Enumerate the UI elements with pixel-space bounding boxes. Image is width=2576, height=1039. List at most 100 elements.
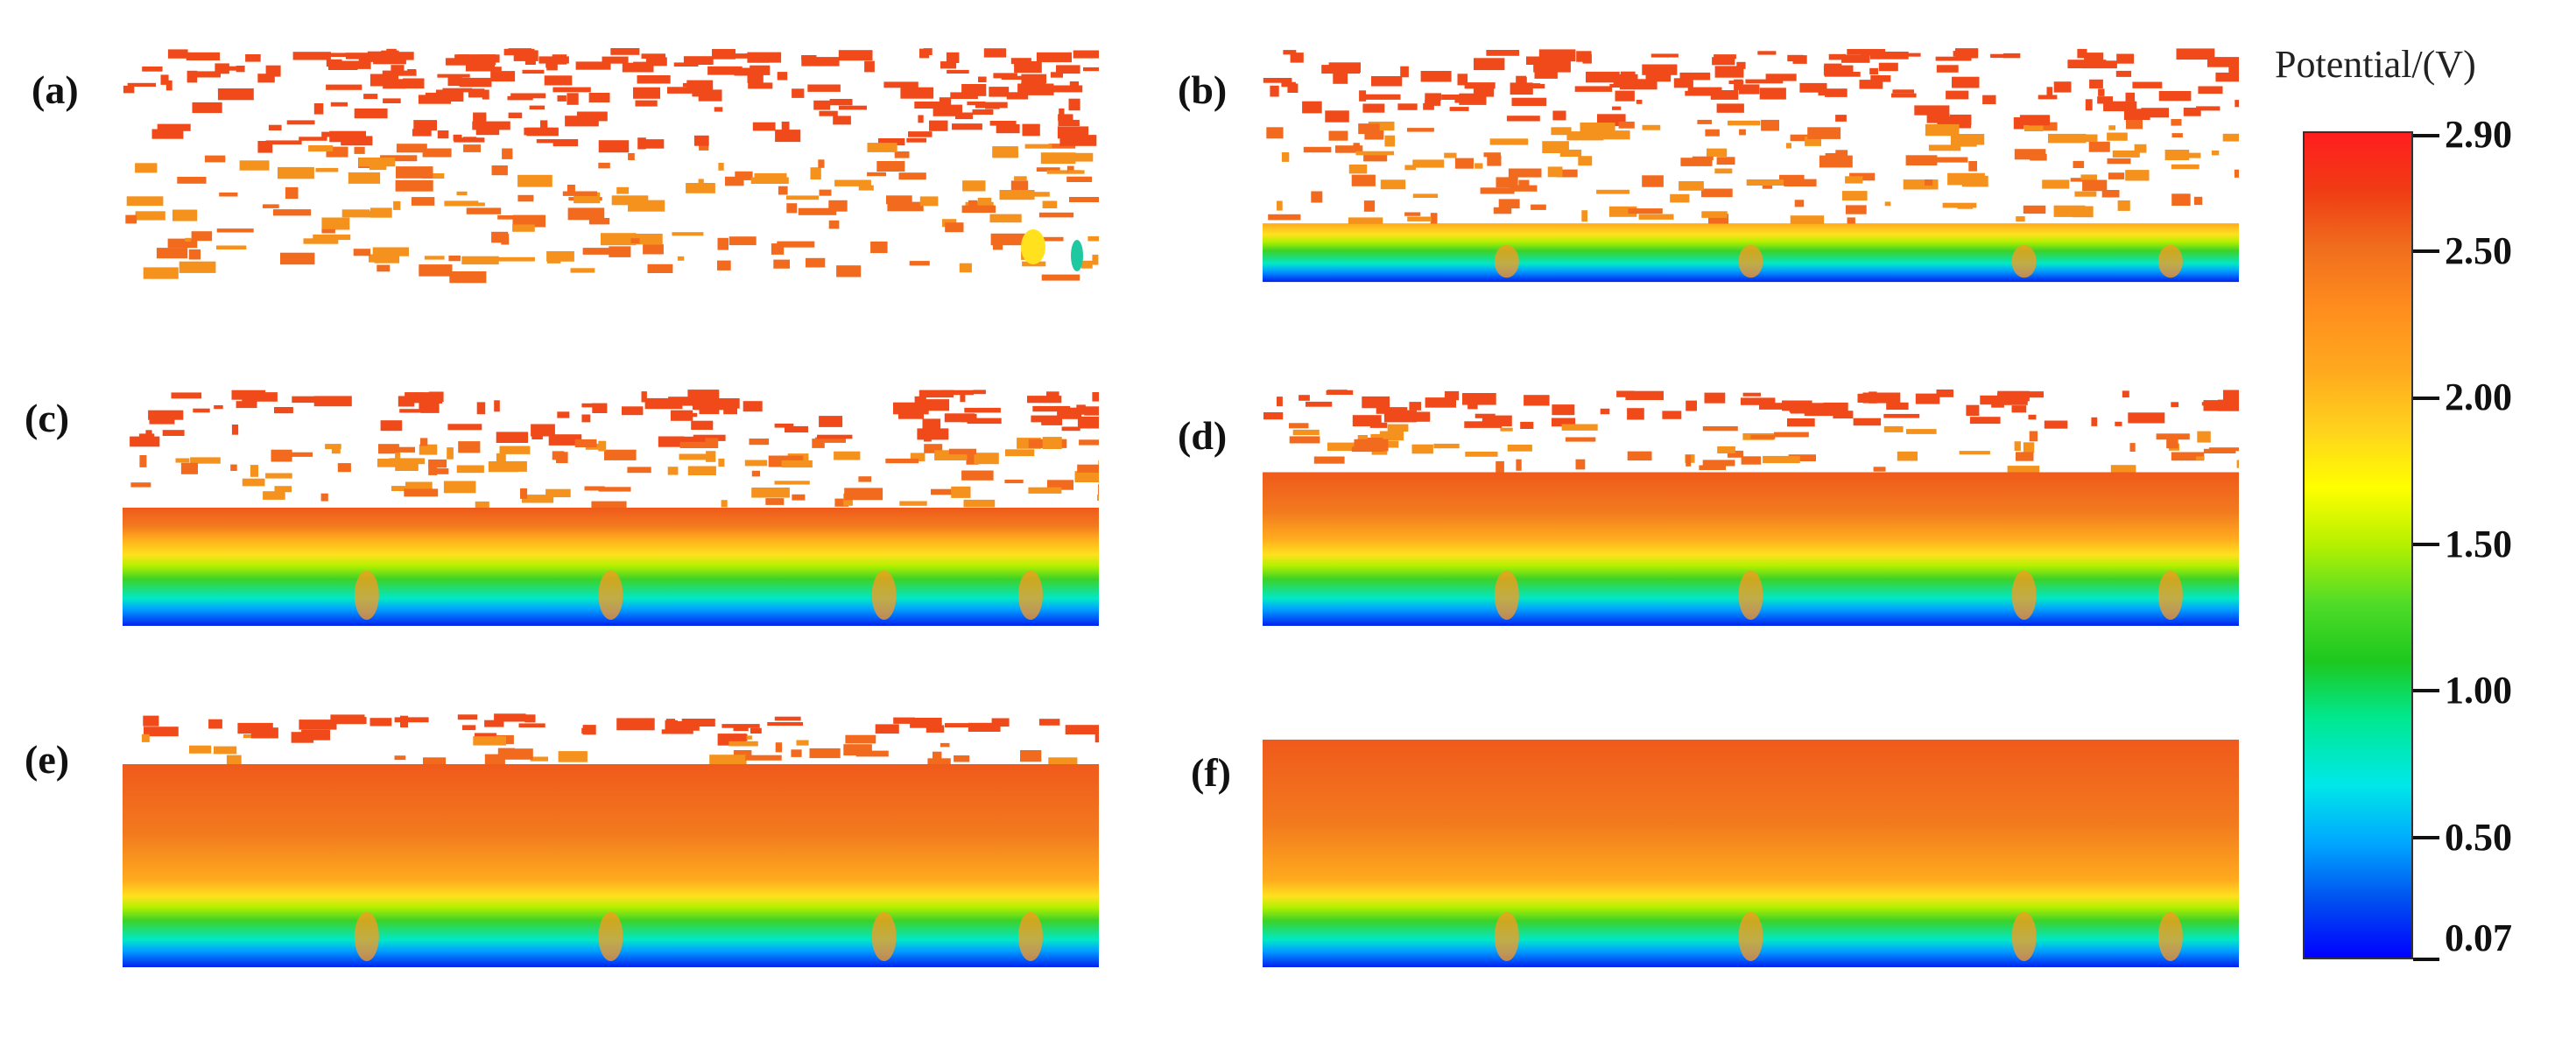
potential-dip bbox=[1018, 912, 1043, 961]
pore-network-fragment bbox=[964, 407, 1001, 413]
pore-network-fragment bbox=[910, 718, 942, 728]
pore-network-fragment bbox=[1056, 65, 1080, 74]
pore-network-fragment bbox=[2125, 170, 2150, 181]
pore-network-fragment bbox=[2164, 150, 2190, 160]
pore-network-fragment bbox=[1407, 216, 1432, 221]
pore-network-fragment bbox=[508, 112, 523, 118]
pore-network-fragment bbox=[1638, 214, 1674, 220]
pore-network-fragment bbox=[1325, 110, 1349, 123]
pore-network-fragment bbox=[557, 95, 567, 102]
pore-network-fragment bbox=[1561, 424, 1598, 431]
pore-network-fragment bbox=[1457, 74, 1468, 86]
pore-network-fragment bbox=[1404, 212, 1421, 216]
pore-network-fragment bbox=[1407, 128, 1434, 132]
pore-network-fragment bbox=[2156, 433, 2190, 440]
pore-network-fragment bbox=[843, 744, 872, 756]
pore-network-fragment bbox=[1870, 75, 1891, 82]
pore-network-fragment bbox=[967, 102, 986, 106]
pore-network-fragment bbox=[179, 261, 216, 273]
pore-network-fragment bbox=[313, 103, 324, 115]
pore-network-fragment bbox=[919, 196, 939, 207]
pore-network-fragment bbox=[734, 67, 762, 76]
pore-network-fragment bbox=[562, 191, 597, 196]
pore-network-fragment bbox=[929, 120, 948, 131]
pore-network-fragment bbox=[394, 755, 406, 761]
pore-network-fragment bbox=[1710, 90, 1739, 100]
pore-network-fragment bbox=[667, 467, 679, 475]
pore-network-fragment bbox=[1787, 418, 1815, 427]
pore-network-fragment bbox=[1574, 86, 1613, 92]
pore-network-fragment bbox=[1077, 464, 1099, 473]
pore-network-fragment bbox=[1845, 205, 1867, 214]
pore-network-fragment bbox=[864, 60, 875, 73]
pore-network-fragment bbox=[2028, 414, 2037, 420]
pore-network-fragment bbox=[405, 481, 433, 491]
pore-network-fragment bbox=[1926, 114, 1950, 123]
pore-network-fragment bbox=[370, 74, 399, 87]
pore-network-fragment bbox=[718, 163, 724, 171]
pore-network-fragment bbox=[130, 482, 151, 488]
panel-label-a: (a) bbox=[32, 67, 79, 112]
pore-network-fragment bbox=[1794, 200, 1805, 207]
pore-network-fragment bbox=[413, 120, 437, 131]
pore-network-fragment bbox=[396, 144, 427, 153]
pore-network-fragment bbox=[1048, 144, 1076, 149]
pore-network-fragment bbox=[341, 717, 367, 724]
pore-network-fragment bbox=[358, 55, 377, 62]
pore-network-fragment bbox=[604, 449, 637, 460]
pore-network-fragment bbox=[1728, 81, 1744, 85]
pore-network-fragment bbox=[1670, 193, 1690, 203]
pore-network-fragment bbox=[1552, 404, 1575, 416]
pore-network-fragment bbox=[2198, 86, 2223, 95]
pore-network-fragment bbox=[1869, 67, 1878, 75]
pore-network-fragment bbox=[1784, 179, 1817, 186]
pore-network-fragment bbox=[419, 444, 438, 455]
pore-network-fragment bbox=[126, 196, 164, 207]
pore-network-fragment bbox=[412, 129, 432, 137]
pore-network-fragment bbox=[1441, 95, 1465, 100]
pore-network-fragment bbox=[959, 263, 972, 273]
pore-network-fragment bbox=[1029, 192, 1050, 197]
pore-network-fragment bbox=[497, 256, 535, 262]
pore-network-fragment bbox=[679, 438, 719, 448]
pore-network-fragment bbox=[947, 69, 969, 74]
pore-network-fragment bbox=[2091, 417, 2098, 426]
pore-network-fragment bbox=[2171, 164, 2199, 170]
pore-network-fragment bbox=[978, 76, 987, 82]
pore-network-fragment bbox=[748, 82, 773, 89]
pore-network-fragment bbox=[276, 452, 313, 457]
pore-network-fragment bbox=[975, 102, 1008, 109]
pore-network-fragment bbox=[1465, 452, 1498, 457]
pore-network-fragment bbox=[226, 755, 242, 767]
pore-network-fragment bbox=[809, 748, 841, 759]
pore-network-fragment bbox=[900, 87, 934, 99]
pore-network-fragment bbox=[462, 137, 477, 142]
pore-network-fragment bbox=[187, 70, 198, 83]
pore-network-fragment bbox=[2196, 106, 2221, 111]
pore-network-fragment bbox=[1556, 169, 1578, 178]
panel-c bbox=[123, 390, 1099, 626]
pore-network-fragment bbox=[1538, 49, 1576, 62]
pore-network-fragment bbox=[699, 407, 720, 415]
pore-network-fragment bbox=[989, 87, 1010, 97]
pore-network-fragment bbox=[1702, 426, 1738, 432]
pore-network-fragment bbox=[1508, 168, 1542, 178]
pore-network-fragment bbox=[598, 162, 610, 169]
pore-network-fragment bbox=[142, 67, 163, 72]
pore-network-fragment bbox=[1268, 214, 1301, 221]
pore-network-fragment bbox=[494, 713, 526, 722]
pore-network-fragment bbox=[1363, 200, 1376, 212]
pore-network-fragment bbox=[1412, 159, 1445, 168]
pore-network-fragment bbox=[510, 93, 546, 99]
pore-network-fragment bbox=[272, 209, 312, 216]
pore-network-fragment bbox=[944, 413, 975, 423]
pore-network-fragment bbox=[242, 478, 265, 487]
pore-network-fragment bbox=[1059, 108, 1065, 117]
pore-network-fragment bbox=[1289, 423, 1309, 429]
pore-network-fragment bbox=[301, 729, 330, 741]
pore-network-fragment bbox=[1326, 390, 1354, 395]
pore-network-fragment bbox=[870, 241, 888, 254]
pore-network-fragment bbox=[419, 438, 428, 446]
pore-network-fragment bbox=[171, 392, 202, 399]
pore-network-fragment bbox=[581, 727, 588, 734]
